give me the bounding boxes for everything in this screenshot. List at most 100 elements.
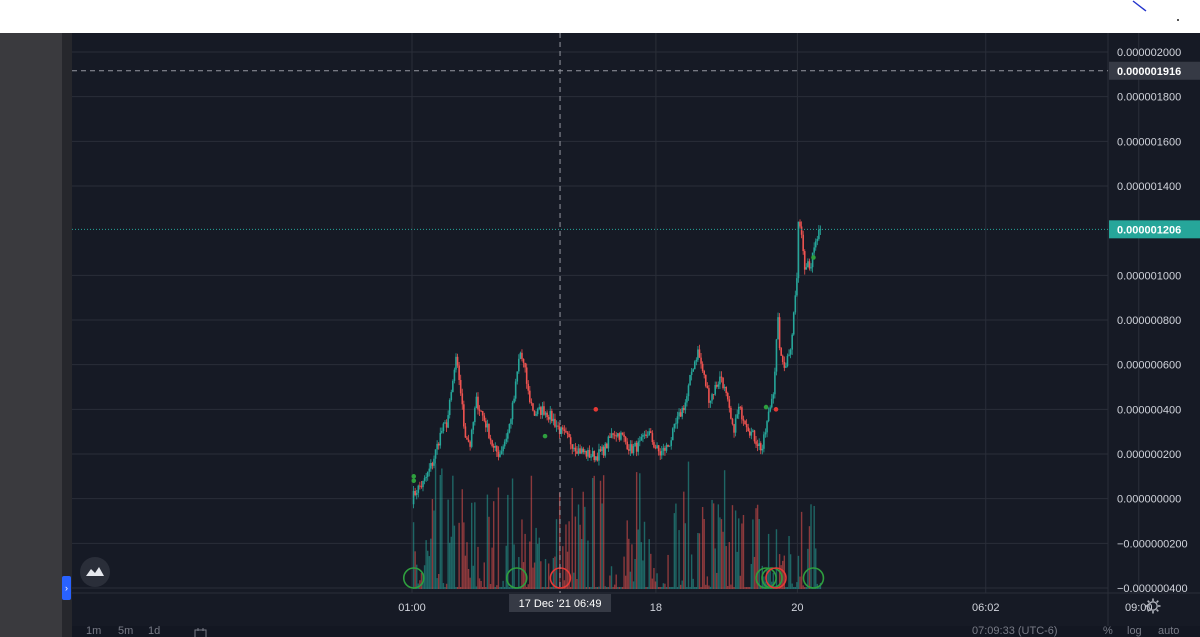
candle [624, 436, 627, 442]
volume-bar [791, 583, 793, 589]
volume-bar [797, 555, 800, 589]
candle [566, 432, 569, 434]
volume-bar [639, 473, 641, 589]
candle [430, 463, 432, 469]
price-tick-label: 0.000000000 [1117, 494, 1181, 506]
volume-bar [591, 478, 594, 589]
volume-bar [527, 584, 529, 589]
candle [458, 365, 460, 381]
volume-bar [419, 580, 421, 589]
pencil-icon [1132, 0, 1147, 12]
candle [753, 430, 756, 442]
candle [774, 371, 776, 395]
candle [750, 431, 753, 436]
volume-bar [533, 562, 536, 589]
candle [475, 396, 478, 409]
volume-bar [755, 508, 757, 589]
calendar-icon[interactable] [194, 628, 208, 637]
candle [627, 449, 630, 451]
candle [426, 471, 429, 477]
volume-bar [508, 587, 511, 589]
auto-toggle[interactable]: auto [1158, 626, 1180, 637]
candle [464, 426, 467, 438]
timeframe-button[interactable]: 1d [148, 626, 161, 637]
candle [417, 485, 420, 493]
volume-bar [612, 587, 614, 589]
volume-bar [626, 520, 628, 589]
timeframe-button[interactable]: 5m [118, 626, 134, 637]
candle [588, 449, 591, 458]
volume-bar [544, 559, 547, 589]
candle [452, 380, 454, 393]
volume-bar [621, 587, 624, 589]
candle [711, 394, 713, 401]
candle [467, 439, 470, 442]
volume-bar [667, 554, 669, 589]
candle [778, 317, 781, 349]
candle [684, 402, 687, 411]
chevron-right-icon[interactable]: › [62, 576, 71, 600]
candle [461, 393, 464, 405]
percent-toggle[interactable]: % [1103, 626, 1113, 637]
timeframe-button[interactable]: 1m [86, 626, 102, 637]
candle [783, 361, 786, 368]
candle [791, 334, 793, 350]
candle [574, 447, 577, 452]
candle [667, 444, 669, 447]
volume-bar [433, 510, 435, 589]
candle [601, 446, 603, 452]
candle [593, 451, 596, 461]
candle [808, 261, 811, 269]
candle [701, 363, 704, 372]
volume-bar [458, 522, 460, 589]
candle [540, 407, 542, 415]
candle [692, 369, 695, 372]
candle [499, 453, 501, 457]
crosshair-price-label-bg [1109, 61, 1200, 80]
candle [485, 420, 487, 428]
volume-bar [565, 524, 567, 589]
volume-bar [610, 566, 613, 589]
volume-bar [810, 504, 812, 589]
volume-bar [656, 573, 658, 589]
cloud-logo-icon[interactable] [80, 557, 110, 587]
gear-icon[interactable] [1144, 597, 1162, 615]
volume-bar [711, 499, 713, 589]
volume-bar [513, 544, 515, 589]
candle [480, 410, 482, 412]
volume-bar [601, 503, 603, 589]
volume-bar [615, 574, 617, 589]
candle [715, 385, 718, 387]
candle [648, 431, 651, 436]
volume-bar [447, 499, 449, 589]
volume-bar [678, 530, 680, 589]
volume-bar [789, 554, 792, 589]
candle [562, 427, 564, 430]
price-chart[interactable]: 0.000002000 0.000001800 0.000001600 0.00000… [72, 33, 1200, 637]
candle [637, 441, 640, 452]
volume-bar [692, 578, 694, 589]
volume-bar [794, 587, 797, 589]
volume-bar [574, 516, 577, 589]
log-toggle[interactable]: log [1127, 626, 1142, 637]
volume-bar [555, 519, 558, 589]
candle [577, 448, 580, 454]
volume-bar [637, 529, 639, 589]
volume-bar [739, 575, 742, 589]
candle [802, 234, 804, 252]
price-tick-label: 0.000001000 [1117, 270, 1181, 282]
candle [621, 432, 624, 435]
candle [759, 443, 762, 451]
volume-bar [427, 550, 429, 589]
last-price-label: 0.000001206 [1117, 224, 1181, 236]
candle [544, 412, 547, 415]
candle [733, 424, 735, 433]
candle [745, 423, 748, 428]
candle [507, 432, 509, 439]
chart-pane[interactable]: 0.000002000 0.000001800 0.000001600 0.00000… [72, 33, 1200, 637]
volume-bar [573, 572, 575, 589]
candle [748, 431, 751, 436]
volume-bar [714, 548, 716, 589]
volume-bar [766, 568, 768, 589]
candle [569, 437, 572, 445]
